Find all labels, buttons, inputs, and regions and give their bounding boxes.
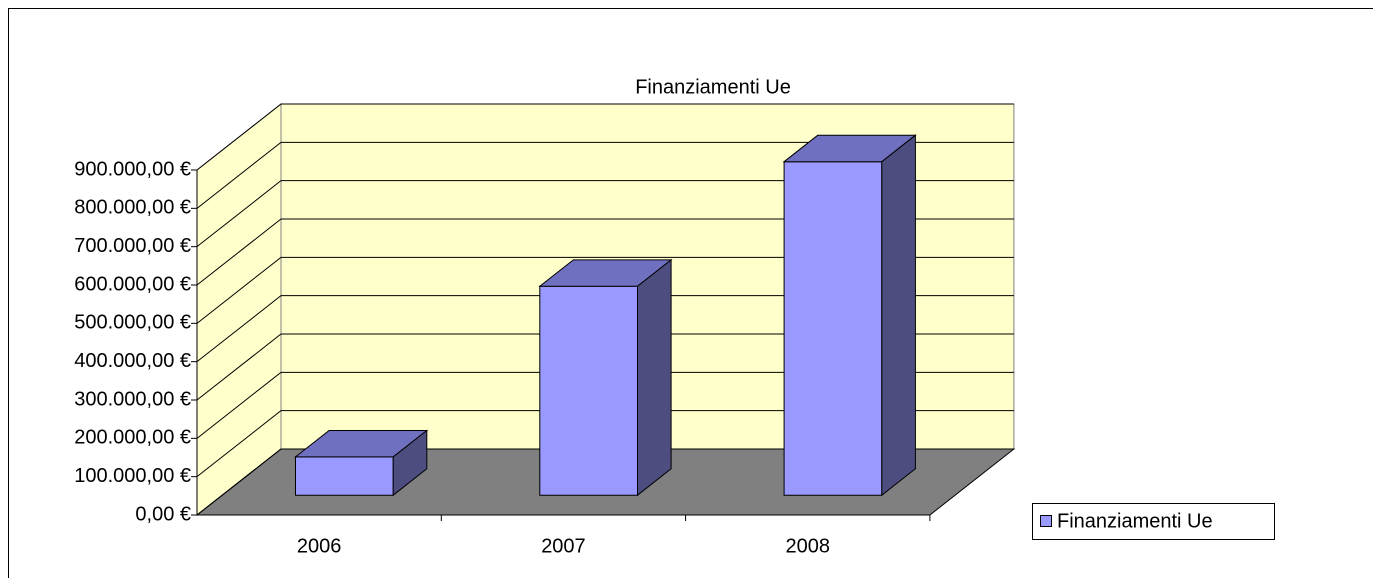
grid-line [196, 141, 1014, 209]
y-tick-label: 0,00 € [135, 503, 191, 525]
bar-front [783, 161, 883, 496]
legend-box [1032, 503, 1275, 540]
grid-line [196, 333, 1014, 401]
x-tick-label: 2008 [786, 535, 831, 557]
y-tick-label: 800.000,00 € [74, 197, 191, 219]
chart-title: Finanziamenti Ue [635, 76, 791, 98]
grid-line [196, 180, 1014, 248]
grid-line [196, 218, 1014, 286]
legend-swatch [1040, 515, 1052, 527]
bar-side [392, 429, 428, 497]
y-tick-label: 100.000,00 € [74, 465, 191, 487]
grid-line [196, 410, 1014, 478]
grid-line [196, 295, 1014, 363]
bar-side [881, 134, 916, 497]
bar-front [294, 456, 394, 496]
bar-front [539, 285, 639, 496]
y-tick-label: 600.000,00 € [74, 273, 191, 295]
left-wall [196, 102, 282, 517]
grid-line [196, 103, 1014, 171]
grid-line [196, 448, 1014, 516]
y-tick-label: 300.000,00 € [74, 388, 191, 410]
y-tick-label: 200.000,00 € [74, 427, 191, 449]
y-tick-label: 500.000,00 € [74, 312, 191, 334]
y-tick-label: 700.000,00 € [74, 235, 191, 257]
y-tick-label: 900.000,00 € [74, 158, 191, 180]
legend-label: Finanziamenti Ue [1057, 510, 1213, 532]
grid-line [196, 371, 1014, 439]
y-tick-label: 400.000,00 € [74, 350, 191, 372]
x-tick-label: 2007 [541, 535, 586, 557]
bar-side [637, 258, 672, 497]
x-tick-label: 2006 [297, 535, 342, 557]
grid-line [196, 256, 1014, 324]
